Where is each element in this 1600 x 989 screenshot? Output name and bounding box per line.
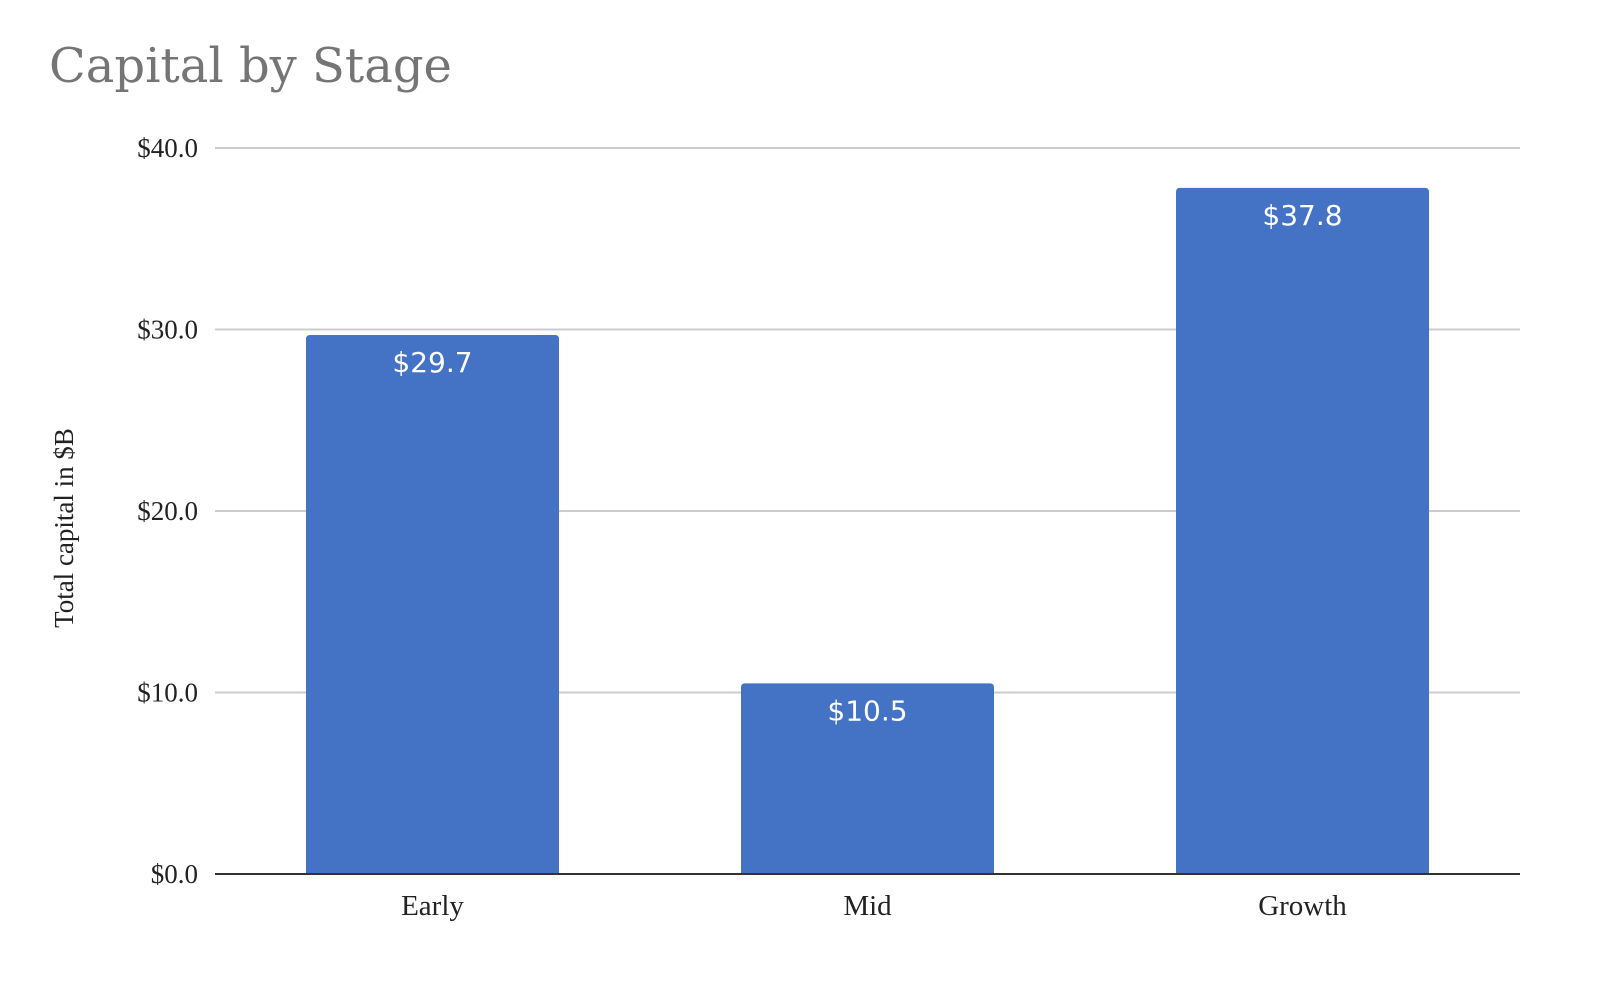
bar-growth [1176, 187, 1429, 874]
y-tick-label: $20.0 [137, 496, 198, 526]
bar-value-label: $29.7 [392, 346, 472, 379]
bar-mid [741, 683, 994, 874]
y-axis-title: Total capital in $B [49, 428, 79, 628]
data-labels: $29.7 $10.5 $37.8 [392, 199, 1342, 727]
y-tick-label: $40.0 [137, 133, 198, 163]
y-tick-label: $0.0 [151, 859, 198, 889]
bars [306, 187, 1429, 874]
x-tick-label: Growth [1258, 890, 1347, 922]
y-tick-label: $10.0 [137, 678, 198, 708]
y-tick-label: $30.0 [137, 315, 198, 345]
category-labels: Early Mid Growth [401, 890, 1347, 922]
x-tick-label: Early [401, 890, 464, 922]
x-tick-label: Mid [843, 890, 892, 922]
bar-value-label: $37.8 [1262, 199, 1342, 232]
bar-early [306, 334, 559, 874]
bar-value-label: $10.5 [827, 694, 907, 727]
chart-title: Capital by Stage [49, 38, 452, 94]
y-axis: $0.0 $10.0 $20.0 $30.0 $40.0 [137, 133, 198, 889]
